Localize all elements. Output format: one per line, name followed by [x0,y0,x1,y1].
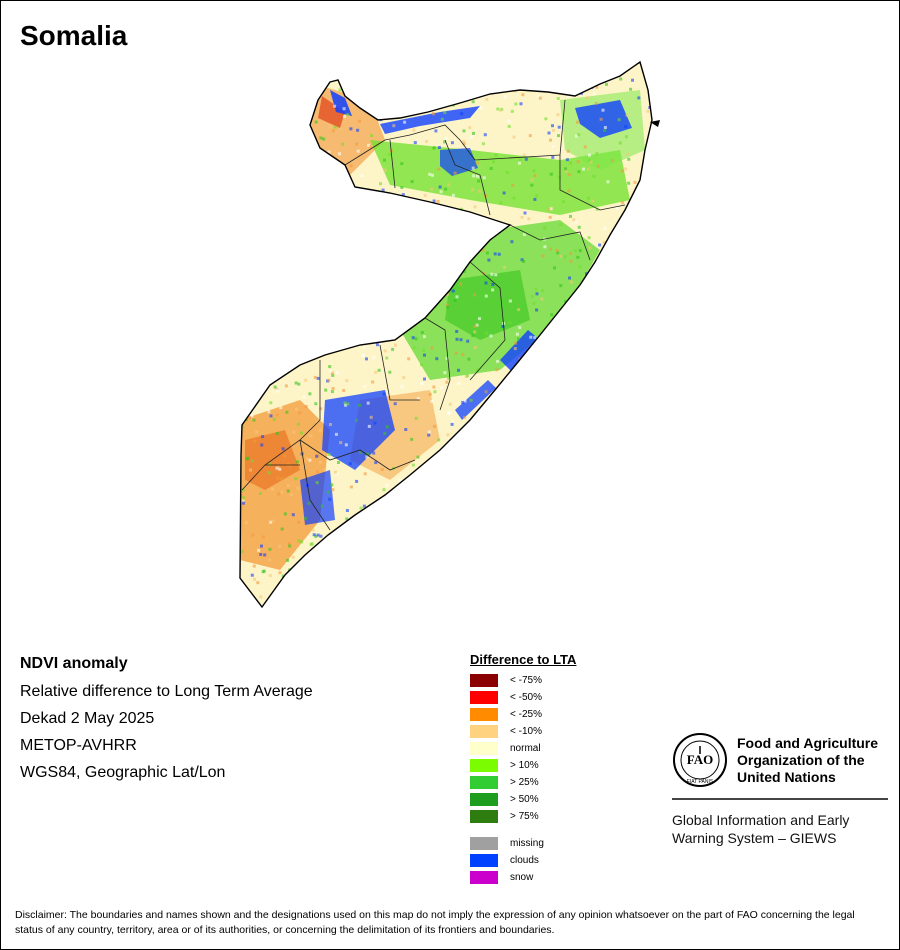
legend-label: normal [510,743,541,754]
anomaly-zone-northwest-severe [318,96,345,128]
clouds-southwest [300,470,335,525]
clouds-north-west [330,90,352,116]
legend-item: > 75% [470,808,670,825]
legend-swatch [470,837,498,850]
legend-title: Difference to LTA [470,652,577,667]
legend-label: missing [510,838,544,849]
coast-small-island [650,120,660,127]
legend-label: > 25% [510,777,539,788]
legend-swatch [470,854,498,867]
legend-item: < -50% [470,689,670,706]
legend-label: > 75% [510,811,539,822]
admin-boundaries [241,99,626,531]
legend-swatch [470,708,498,721]
clouds-coast-south [455,380,496,420]
legend-swatch [470,742,498,755]
legend-label: < -25% [510,709,542,720]
clouds-east-coast [500,330,540,372]
map-legend: Difference to LTA < -75% < -50% < -25% < -1… [470,652,670,886]
legend-label: < -50% [510,692,542,703]
legend-item: > 10% [470,757,670,774]
legend-item: > 25% [470,774,670,791]
legend-extra-item: clouds [470,852,670,869]
map-info-block: NDVI anomaly Relative difference to Long… [20,655,313,791]
fao-org-name: Food and Agriculture Organization of the… [737,735,878,786]
legend-item: normal [470,740,670,757]
info-heading: NDVI anomaly [20,655,128,672]
info-subtitle: Relative difference to Long Term Average [20,683,313,700]
legend-swatch [470,691,498,704]
fao-divider [672,798,888,800]
legend-item: > 50% [470,791,670,808]
legend-swatch [470,810,498,823]
anomaly-zone-north-green [370,140,630,215]
clouds-northeast [575,100,632,138]
clouds-north-coast [380,106,480,134]
legend-swatch [470,776,498,789]
legend-swatch [470,793,498,806]
legend-label: < -10% [510,726,542,737]
somalia-ndvi-map [239,61,660,608]
legend-swatch [470,725,498,738]
legend-label: clouds [510,855,539,866]
fao-org-line2: Organization of the [737,751,865,768]
legend-item: < -75% [470,672,670,689]
info-projection: WGS84, Geographic Lat/Lon [20,764,226,781]
fao-org-line1: Food and Agriculture [737,734,879,751]
legend-swatch [470,759,498,772]
clouds-south-central [322,390,395,470]
disclaimer-text: Disclaimer: The boundaries and names sho… [15,909,855,936]
legend-label: > 50% [510,794,539,805]
legend-label: < -75% [510,675,542,686]
giews-line2: Warning System – GIEWS [672,830,837,846]
fao-org-line3: United Nations [737,768,836,785]
map-title: Somalia [20,20,128,51]
info-period: Dekad 2 May 2025 [20,710,155,727]
legend-swatch [470,674,498,687]
legend-label: snow [510,872,534,883]
giews-name: Global Information and Early Warning Sys… [672,811,888,847]
giews-line1: Global Information and Early [672,812,850,828]
legend-item: < -10% [470,723,670,740]
fao-logo-icon: FAO FIAT PANIS [673,733,727,787]
legend-item: < -25% [470,706,670,723]
legend-extra-item: missing [470,835,670,852]
info-sensor: METOP-AVHRR [20,737,137,754]
fao-logo-text: FAO [687,752,713,767]
clouds-north-inland [440,148,478,176]
legend-swatch [470,871,498,884]
legend-extra-item: snow [470,869,670,886]
fao-branding: FAO FIAT PANIS Food and Agriculture Orga… [672,732,888,847]
fao-logo-motto: FIAT PANIS [687,779,714,785]
legend-label: > 10% [510,760,539,771]
